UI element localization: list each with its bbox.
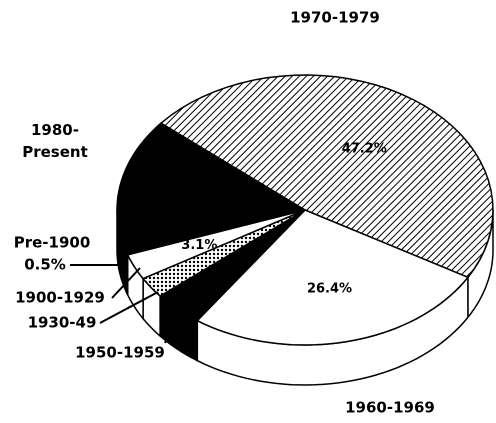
category-label: Pre-1900 (14, 234, 91, 252)
slice (126, 209, 306, 280)
category-label: 1960-1969 (345, 399, 435, 417)
category-label: 1980- Present (22, 121, 88, 161)
category-label: 1900-1929 (15, 289, 105, 307)
leader-line (99, 291, 159, 324)
slice (159, 74, 494, 279)
label-line: Present (22, 143, 88, 161)
value-label: 47.2% (342, 142, 387, 157)
category-label: 1930-49 (28, 314, 97, 332)
slice (196, 209, 470, 346)
leader-line (164, 304, 181, 344)
slice (116, 122, 307, 252)
category-label: 1950-1959 (75, 344, 165, 362)
leader-line (111, 267, 141, 299)
value-label: 26.4% (307, 282, 352, 297)
value-label: 3.1% (181, 238, 217, 253)
category-label: 1970-1979 (290, 9, 380, 27)
label-line: 1980- (31, 121, 79, 139)
value-label: 0.5% (24, 256, 66, 274)
